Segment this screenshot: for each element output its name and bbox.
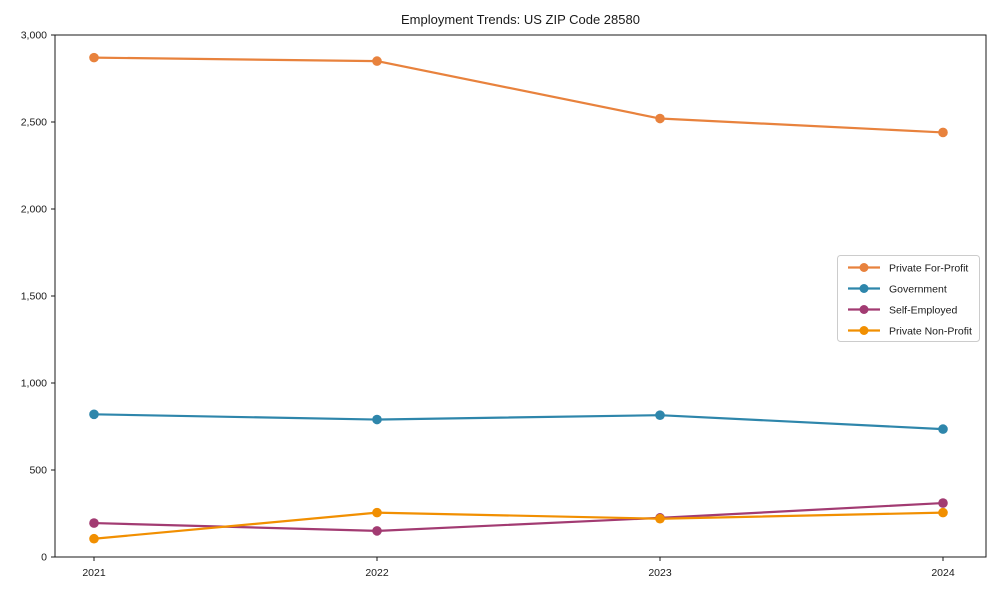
- legend-item-private-for-profit: Private For-Profit: [848, 262, 968, 274]
- series-line-private-non-profit: [92, 511, 945, 540]
- series-line-self-employed: [92, 501, 945, 533]
- series-line-government: [92, 413, 945, 431]
- data-point-private-for-profit-2021: [89, 52, 99, 63]
- y-tick-label: 500: [29, 465, 47, 477]
- legend-label: Private Non-Profit: [889, 325, 972, 337]
- x-tick-label: 2023: [648, 567, 672, 579]
- legend-box: [837, 255, 980, 342]
- data-point-government-2023: [655, 410, 665, 420]
- y-tick-label: 0: [41, 552, 47, 564]
- x-tick-label: 2024: [931, 567, 955, 579]
- data-point-self-employed-2024: [938, 498, 948, 508]
- data-point-government-2022: [372, 414, 382, 425]
- data-point-self-employed-2021: [89, 518, 99, 528]
- legend-label: Private For-Profit: [889, 262, 968, 274]
- data-point-government-2021: [89, 409, 99, 420]
- x-tick-label: 2021: [82, 567, 106, 579]
- legend-marker-dot: [859, 284, 869, 293]
- data-point-private-non-profit-2024: [938, 507, 948, 518]
- data-point-government-2024: [938, 424, 948, 434]
- y-tick-label: 1,000: [21, 378, 47, 390]
- y-tick-label: 2,500: [21, 117, 47, 129]
- data-point-self-employed-2022: [372, 526, 382, 536]
- legend-marker-dot: [859, 326, 869, 335]
- data-point-private-non-profit-2021: [89, 533, 99, 544]
- y-tick-label: 1,500: [21, 291, 47, 303]
- legend-label: Self-Employed: [889, 304, 957, 316]
- y-tick-label: 3,000: [21, 30, 47, 42]
- legend-marker-dot: [859, 305, 869, 314]
- legend-item-self-employed: Self-Employed: [848, 304, 957, 316]
- legend-label: Government: [889, 283, 947, 295]
- legend-item-government: Government: [848, 283, 947, 295]
- legend-item-private-non-profit: Private Non-Profit: [848, 325, 972, 337]
- chart-title: Employment Trends: US ZIP Code 28580: [401, 12, 640, 27]
- series-line-private-for-profit: [92, 56, 945, 134]
- data-point-private-non-profit-2022: [372, 507, 382, 518]
- x-tick-label: 2022: [365, 567, 389, 579]
- data-point-private-for-profit-2023: [655, 113, 665, 124]
- y-tick-label: 2,000: [21, 204, 47, 216]
- data-point-private-for-profit-2024: [938, 127, 948, 138]
- legend-marker-dot: [859, 263, 869, 272]
- data-point-private-for-profit-2022: [372, 56, 382, 66]
- data-point-private-non-profit-2023: [655, 513, 665, 524]
- legend: Private For-Profit Government Self-Employe…: [837, 255, 980, 342]
